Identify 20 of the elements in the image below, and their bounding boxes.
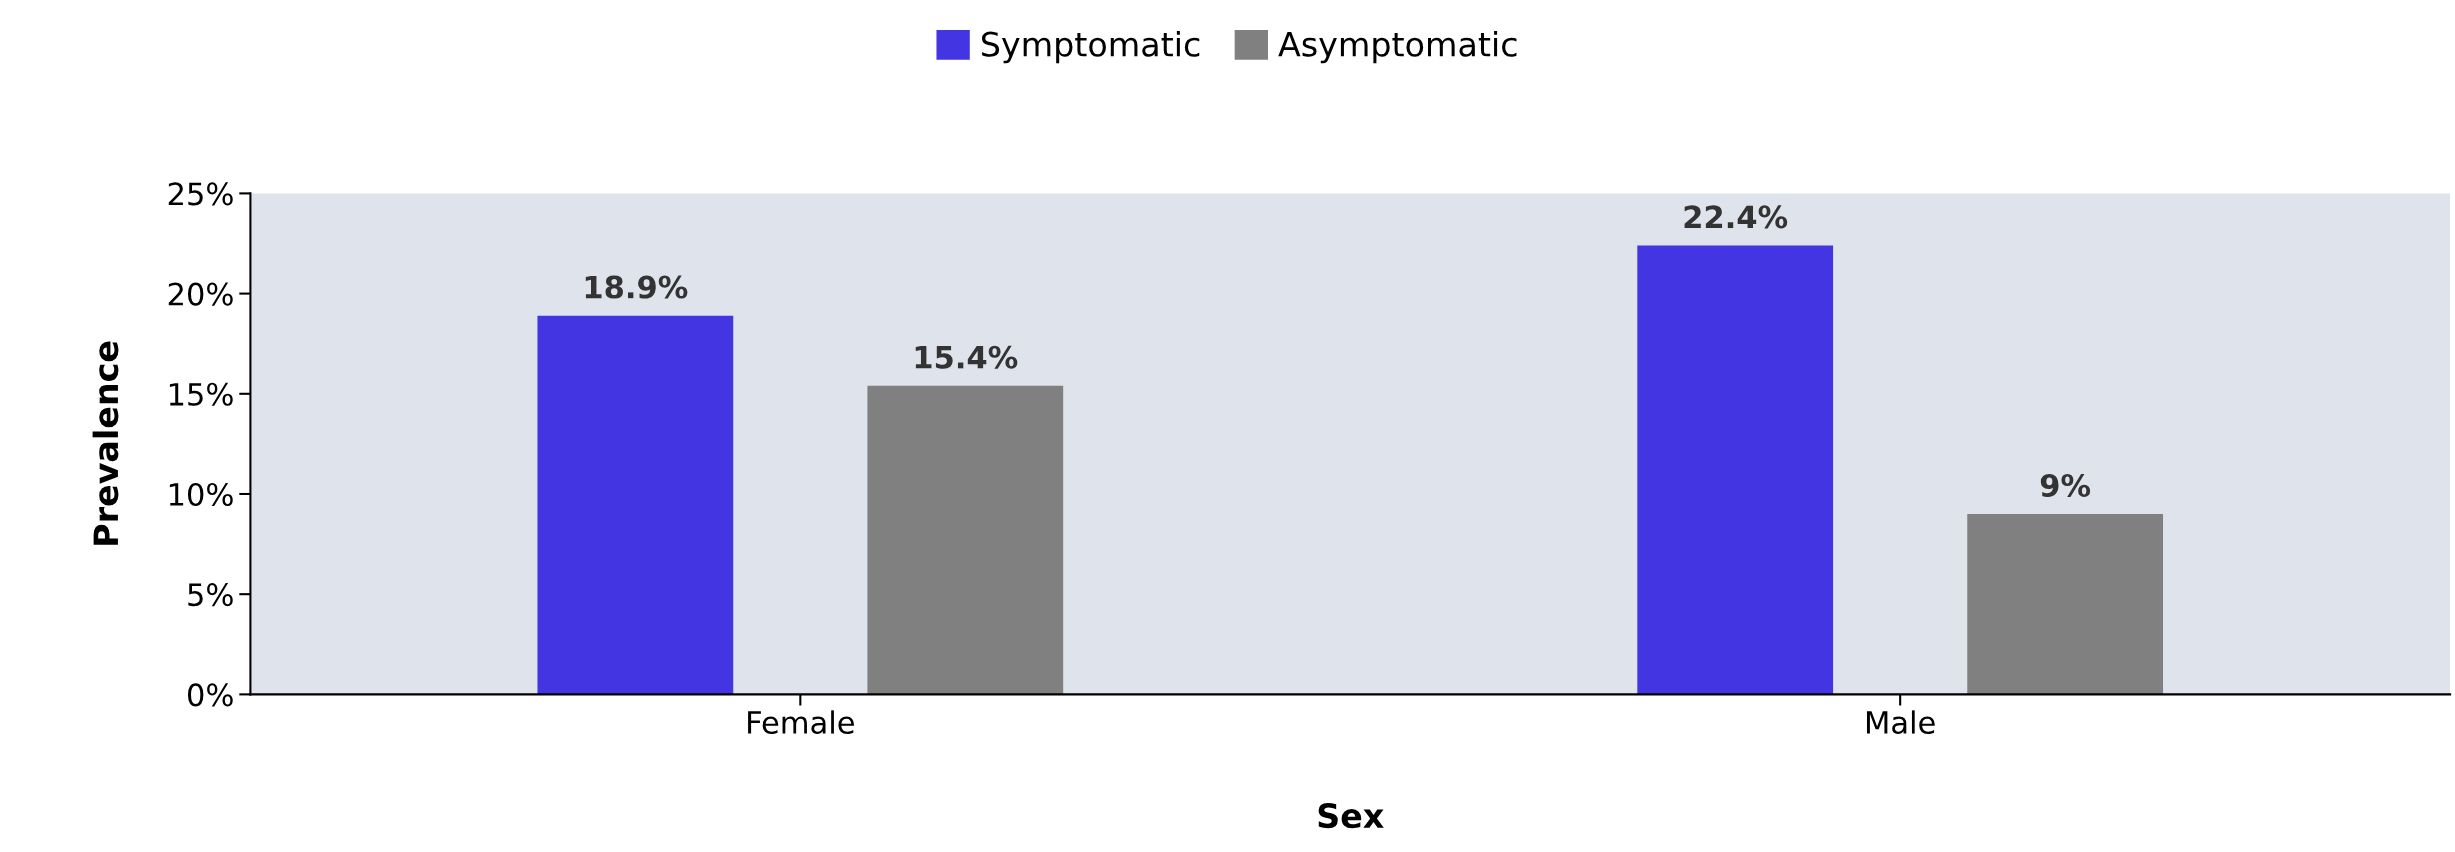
data-label: 9% (2040, 473, 2091, 497)
data-label: 22.4% (1684, 205, 1788, 229)
bar (867, 385, 1064, 695)
legend-label: Asymptomatic (1278, 31, 1517, 64)
legend-label: Symptomatic (981, 31, 1200, 64)
x-axis-title: Sex (1318, 803, 1384, 829)
y-tick-label: 5% (188, 583, 233, 607)
y-tick-label: 25% (168, 182, 233, 206)
bar (1637, 245, 1834, 695)
y-tick-label: 20% (168, 282, 233, 306)
y-axis-title: Prevalence (92, 341, 119, 545)
y-tick-label: 10% (169, 482, 233, 507)
x-tick-label: Female (748, 710, 854, 734)
y-tick-label: 15% (169, 382, 233, 406)
bar (1967, 514, 2164, 695)
bar (537, 315, 734, 695)
data-label: 18.9% (585, 275, 688, 299)
data-label: 15.4% (915, 345, 1018, 369)
x-tick-label: Male (1866, 710, 1935, 734)
y-tick-label: 0% (187, 683, 233, 707)
